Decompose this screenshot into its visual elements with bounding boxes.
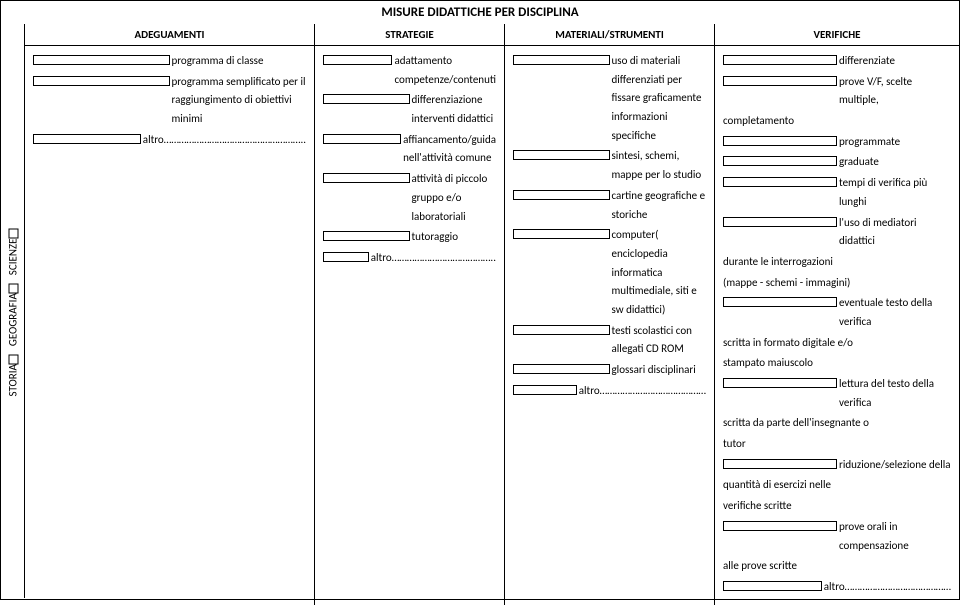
continuation-text: completamento xyxy=(723,112,951,131)
checkbox-icon[interactable] xyxy=(723,459,837,469)
subject-list: STORIA GEOGRAFIA SCIENZE xyxy=(6,226,19,396)
continuation-text: durante le interrogazioni xyxy=(723,253,951,272)
list-item: cartine geografiche e storiche xyxy=(513,187,706,224)
list-item: programma semplificato per il raggiungim… xyxy=(33,73,306,129)
checkbox-icon[interactable] xyxy=(723,297,837,307)
checkbox-icon[interactable] xyxy=(513,385,577,395)
checkbox-icon[interactable] xyxy=(723,378,837,388)
subject-item: STORIA xyxy=(6,352,19,396)
checkbox-icon[interactable] xyxy=(513,229,610,239)
checkbox-icon[interactable] xyxy=(723,136,837,146)
checkbox-icon[interactable] xyxy=(723,217,837,227)
checkbox-icon[interactable] xyxy=(513,150,610,160)
list-item: prove orali in compensazione xyxy=(723,518,951,555)
list-item: uso di materiali differenziati per fissa… xyxy=(513,52,706,145)
checkbox-icon[interactable] xyxy=(723,581,822,591)
checkbox-icon[interactable] xyxy=(33,55,170,65)
list-item: differenziate xyxy=(723,52,951,71)
header-verifiche: VERIFICHE xyxy=(715,24,959,45)
list-item: computer( enciclopedia informatica multi… xyxy=(513,226,706,319)
checkbox-icon[interactable] xyxy=(723,156,837,166)
list-item: adattamento competenze/contenuti xyxy=(323,52,496,89)
checkbox-icon[interactable] xyxy=(723,55,837,65)
subject-item: GEOGRAFIA xyxy=(6,281,19,346)
continuation-text: (mappe - schemi - immagini) xyxy=(723,274,951,293)
page-container: MISURE DIDATTICHE PER DISCIPLINA STORIA … xyxy=(0,0,960,600)
list-item: glossari disciplinari xyxy=(513,361,706,380)
header-materiali: MATERIALI/STRUMENTI xyxy=(505,24,715,45)
list-item: programmate xyxy=(723,133,951,152)
list-item: prove V/F, scelte multiple, xyxy=(723,73,951,110)
list-item: attività di piccolo gruppo e/o laborator… xyxy=(323,170,496,226)
list-item: tutoraggio xyxy=(323,228,496,247)
body-row: programma di classe programma semplifica… xyxy=(25,46,959,605)
checkbox-icon[interactable] xyxy=(723,521,837,531)
list-item: sintesi, schemi, mappe per lo studio xyxy=(513,147,706,184)
list-item: programma di classe xyxy=(33,52,306,71)
continuation-text: quantità di esercizi nelle xyxy=(723,476,951,495)
checkbox-icon[interactable] xyxy=(33,134,141,144)
col-verifiche: differenziate prove V/F, scelte multiple… xyxy=(715,46,959,605)
continuation-text: stampato maiuscolo xyxy=(723,354,951,373)
continuation-text: tutor xyxy=(723,435,951,454)
checkbox-icon[interactable] xyxy=(323,134,401,144)
col-adeguamenti: programma di classe programma semplifica… xyxy=(25,46,315,605)
list-item: graduate xyxy=(723,153,951,172)
header-adeguamenti: ADEGUAMENTI xyxy=(25,24,315,45)
subject-sidebar: STORIA GEOGRAFIA SCIENZE xyxy=(1,24,25,598)
list-item: testi scolastici con allegati CD ROM xyxy=(513,322,706,359)
checkbox-icon[interactable] xyxy=(723,177,837,187)
list-item: riduzione/selezione della xyxy=(723,456,951,475)
list-item: altro……………………………………………….. xyxy=(33,131,306,150)
header-row: ADEGUAMENTI STRATEGIE MATERIALI/STRUMENT… xyxy=(25,24,959,46)
list-item: altro…………………………………… xyxy=(513,382,706,401)
main-area: ADEGUAMENTI STRATEGIE MATERIALI/STRUMENT… xyxy=(25,24,959,598)
continuation-text: verifiche scritte xyxy=(723,497,951,516)
checkbox-icon[interactable] xyxy=(513,190,610,200)
list-item: altro………………………………….. xyxy=(323,249,496,268)
checkbox-icon[interactable] xyxy=(513,364,610,374)
continuation-text: alle prove scritte xyxy=(723,557,951,576)
list-item: altro…………………………………… xyxy=(723,578,951,597)
col-materiali: uso di materiali differenziati per fissa… xyxy=(505,46,715,605)
list-item: differenziazione interventi didattici xyxy=(323,91,496,128)
checkbox-icon[interactable] xyxy=(513,325,610,335)
checkbox-icon[interactable] xyxy=(323,94,410,104)
checkbox-icon[interactable] xyxy=(323,252,369,262)
checkbox-icon[interactable] xyxy=(8,354,18,364)
checkbox-icon[interactable] xyxy=(323,231,410,241)
checkbox-icon[interactable] xyxy=(323,55,392,65)
checkbox-icon[interactable] xyxy=(33,76,170,86)
checkbox-icon[interactable] xyxy=(513,55,610,65)
continuation-text: scritta in formato digitale e/o xyxy=(723,334,951,353)
checkbox-icon[interactable] xyxy=(323,173,410,183)
list-item: l'uso di mediatori didattici xyxy=(723,214,951,251)
header-strategie: STRATEGIE xyxy=(315,24,505,45)
checkbox-icon[interactable] xyxy=(8,283,18,293)
table-container: STORIA GEOGRAFIA SCIENZE ADEGUAMENTI STR… xyxy=(1,24,959,598)
checkbox-icon[interactable] xyxy=(8,228,18,238)
list-item: affiancamento/guida nell'attività comune xyxy=(323,131,496,168)
list-item: lettura del testo della verifica xyxy=(723,375,951,412)
checkbox-icon[interactable] xyxy=(723,76,837,86)
list-item: tempi di verifica più lunghi xyxy=(723,174,951,211)
subject-item: SCIENZE xyxy=(6,226,19,275)
continuation-text: scritta da parte dell'insegnante o xyxy=(723,414,951,433)
list-item: eventuale testo della verifica xyxy=(723,294,951,331)
page-title: MISURE DIDATTICHE PER DISCIPLINA xyxy=(1,1,959,24)
col-strategie: adattamento competenze/contenuti differe… xyxy=(315,46,505,605)
